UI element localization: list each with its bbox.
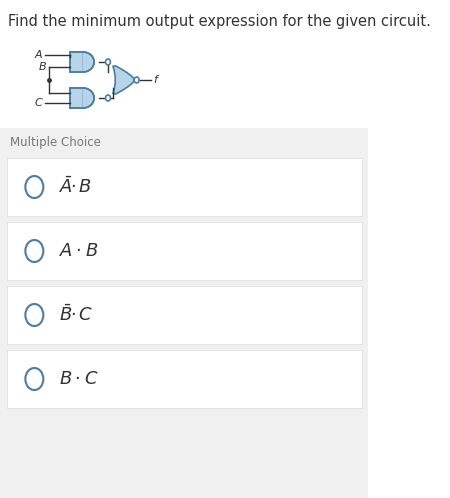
FancyBboxPatch shape bbox=[7, 222, 362, 280]
Text: $\cdot\, C$: $\cdot\, C$ bbox=[70, 306, 94, 324]
Circle shape bbox=[106, 95, 110, 101]
Circle shape bbox=[106, 59, 110, 65]
Text: Find the minimum output expression for the given circuit.: Find the minimum output expression for t… bbox=[8, 14, 431, 29]
Text: Multiple Choice: Multiple Choice bbox=[10, 136, 101, 149]
FancyBboxPatch shape bbox=[70, 88, 83, 108]
Text: $\cdot\, B$: $\cdot\, B$ bbox=[70, 178, 92, 196]
Text: f: f bbox=[153, 75, 157, 85]
Text: $A \cdot B$: $A \cdot B$ bbox=[59, 242, 98, 260]
Text: B: B bbox=[39, 62, 47, 72]
FancyBboxPatch shape bbox=[7, 286, 362, 344]
FancyBboxPatch shape bbox=[70, 52, 83, 72]
FancyBboxPatch shape bbox=[0, 128, 368, 498]
Text: $\bar{A}$: $\bar{A}$ bbox=[59, 177, 73, 197]
Text: $B \cdot C$: $B \cdot C$ bbox=[59, 370, 99, 388]
FancyBboxPatch shape bbox=[0, 0, 368, 130]
Circle shape bbox=[25, 304, 43, 326]
FancyBboxPatch shape bbox=[7, 158, 362, 216]
PathPatch shape bbox=[113, 66, 134, 94]
Text: $\bar{B}$: $\bar{B}$ bbox=[59, 305, 72, 325]
Polygon shape bbox=[83, 88, 94, 108]
Circle shape bbox=[25, 240, 43, 262]
Polygon shape bbox=[83, 52, 94, 72]
Circle shape bbox=[25, 176, 43, 198]
Circle shape bbox=[25, 368, 43, 390]
FancyBboxPatch shape bbox=[7, 350, 362, 408]
Circle shape bbox=[134, 77, 139, 83]
Text: C: C bbox=[35, 98, 43, 108]
Text: A: A bbox=[35, 50, 43, 60]
